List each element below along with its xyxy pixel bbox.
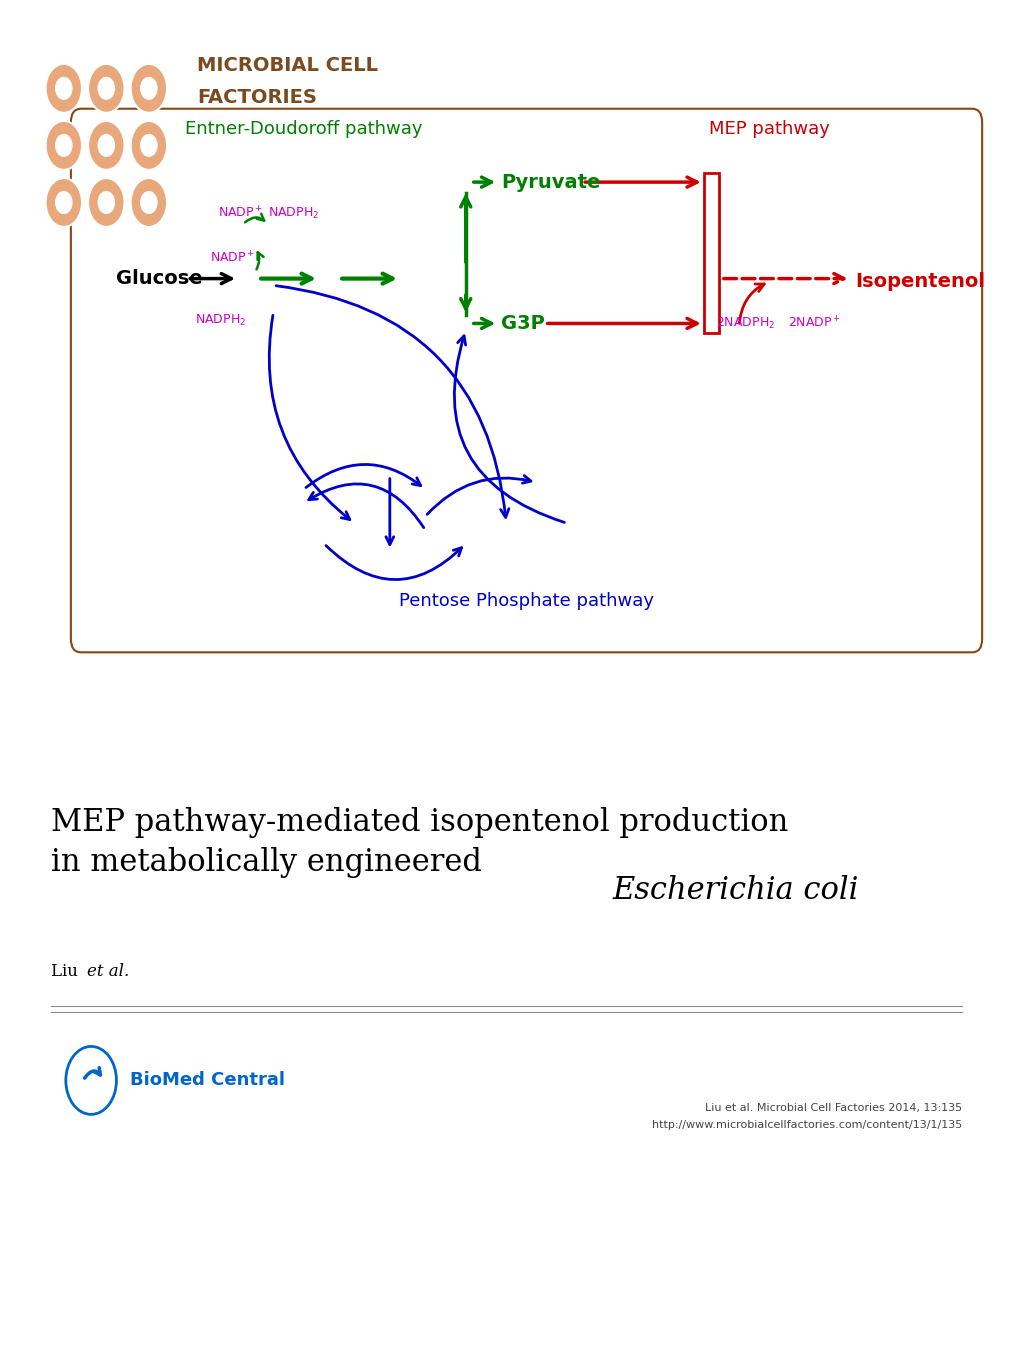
FancyArrowPatch shape [473,177,491,188]
Circle shape [56,77,71,99]
Text: et al.: et al. [87,964,129,980]
Text: Isopentenol: Isopentenol [855,272,984,291]
FancyArrowPatch shape [473,318,491,329]
Text: 2NADP$^+$: 2NADP$^+$ [787,315,840,332]
Circle shape [88,64,124,113]
Text: NADPH$_2$: NADPH$_2$ [196,313,247,329]
Circle shape [88,178,124,227]
Text: G3P: G3P [500,314,544,333]
Text: NADPH$_2$: NADPH$_2$ [268,205,319,222]
Circle shape [46,178,82,227]
Text: Entner-Doudoroff pathway: Entner-Doudoroff pathway [184,120,422,139]
Text: MEP pathway-mediated isopentenol production
in metabolically engineered: MEP pathway-mediated isopentenol product… [51,807,788,878]
Circle shape [98,135,114,156]
Text: MEP pathway: MEP pathway [708,120,829,139]
FancyBboxPatch shape [70,109,981,652]
Circle shape [56,135,71,156]
FancyArrowPatch shape [190,273,231,284]
Text: MICROBIAL CELL: MICROBIAL CELL [198,56,378,75]
Circle shape [130,64,167,113]
Text: Pentose Phosphate pathway: Pentose Phosphate pathway [398,591,653,610]
FancyBboxPatch shape [703,173,718,333]
Text: NADP$^+$: NADP$^+$ [217,205,263,222]
Text: Glucose: Glucose [116,269,203,288]
FancyArrowPatch shape [461,295,471,308]
FancyArrowPatch shape [547,318,696,329]
Text: http://www.microbialcellfactories.com/content/13/1/135: http://www.microbialcellfactories.com/co… [651,1120,961,1131]
Circle shape [141,77,157,99]
Circle shape [98,77,114,99]
Text: Liu et al. Microbial Cell Factories 2014, 13:135: Liu et al. Microbial Cell Factories 2014… [704,1102,961,1113]
Text: NADP$^+$: NADP$^+$ [209,250,255,266]
FancyArrowPatch shape [723,273,843,284]
Circle shape [98,192,114,213]
Circle shape [141,192,157,213]
Text: FACTORIES: FACTORIES [198,88,317,107]
Circle shape [46,64,82,113]
Circle shape [46,121,82,170]
Text: 2NADPH$_2$: 2NADPH$_2$ [715,315,774,332]
FancyArrowPatch shape [261,273,311,284]
Circle shape [130,121,167,170]
Text: BioMed Central: BioMed Central [129,1071,284,1090]
Text: Escherichia coli: Escherichia coli [612,875,858,905]
Circle shape [56,192,71,213]
FancyArrowPatch shape [461,197,471,262]
Text: Liu: Liu [51,964,83,980]
FancyArrowPatch shape [585,177,696,188]
Circle shape [88,121,124,170]
Text: Pyruvate: Pyruvate [500,173,600,192]
Circle shape [66,1046,116,1114]
FancyArrowPatch shape [341,273,392,284]
Circle shape [130,178,167,227]
Circle shape [141,135,157,156]
